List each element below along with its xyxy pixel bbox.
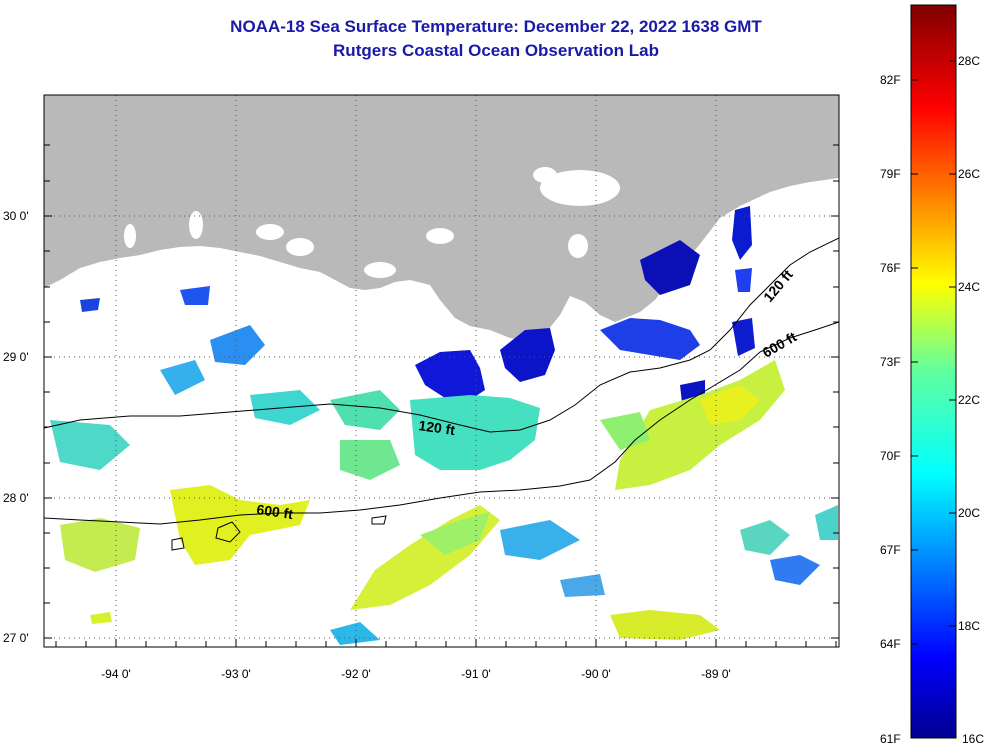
graticule [44, 95, 839, 647]
colorbar-c-label: 26C [958, 167, 980, 181]
colorbar-f-label: 67F [880, 543, 901, 557]
contour-label: 120 ft [418, 417, 457, 438]
colorbar-ticks [911, 60, 956, 645]
lon-label: -92 0' [341, 667, 371, 681]
contour-120ft [44, 237, 839, 433]
colorbar [910, 4, 957, 739]
lon-label: -91 0' [461, 667, 491, 681]
lake [124, 224, 136, 248]
map-border [43, 94, 840, 648]
colorbar-c-label: 18C [958, 619, 980, 633]
colorbar-c-label: 16C [962, 732, 984, 746]
lat-label: 27 0' [3, 631, 29, 645]
colorbar-c-label: 24C [958, 280, 980, 294]
colorbar-f-label: 82F [880, 73, 901, 87]
lat-label: 29 0' [3, 350, 29, 364]
contour-600ft [44, 321, 839, 525]
lake [540, 170, 620, 206]
lon-label: -90 0' [581, 667, 611, 681]
colorbar-f-label: 79F [880, 167, 901, 181]
lat-label: 30 0' [3, 209, 29, 223]
lon-label: -89 0' [701, 667, 731, 681]
map-subtitle: Rutgers Coastal Ocean Observation Lab [333, 41, 659, 60]
contour-600ft [215, 521, 241, 543]
lake [256, 224, 284, 240]
contour-label: 600 ft [256, 501, 295, 522]
contour-600ft [371, 515, 387, 525]
lake [189, 211, 203, 239]
colorbar-f-label: 61F [880, 732, 901, 746]
colorbar-f-label: 76F [880, 261, 901, 275]
lake [426, 228, 454, 244]
colorbar-f-label: 70F [880, 449, 901, 463]
lon-label: -94 0' [101, 667, 131, 681]
axis-ticks [44, 144, 839, 647]
sst-data-layer [50, 206, 838, 645]
lon-label: -93 0' [221, 667, 251, 681]
lake [286, 238, 314, 256]
colorbar-c-label: 20C [958, 506, 980, 520]
colorbar-f-label: 73F [880, 355, 901, 369]
colorbar-f-label: 64F [880, 637, 901, 651]
colorbar-c-label: 28C [958, 54, 980, 68]
map-title: NOAA-18 Sea Surface Temperature: Decembe… [230, 17, 762, 36]
lake [364, 262, 396, 278]
lake [568, 234, 588, 258]
colorbar-c-label: 22C [958, 393, 980, 407]
lake [533, 167, 557, 183]
lat-label: 28 0' [3, 491, 29, 505]
land-mass [44, 95, 839, 342]
contour-600ft [171, 537, 185, 551]
